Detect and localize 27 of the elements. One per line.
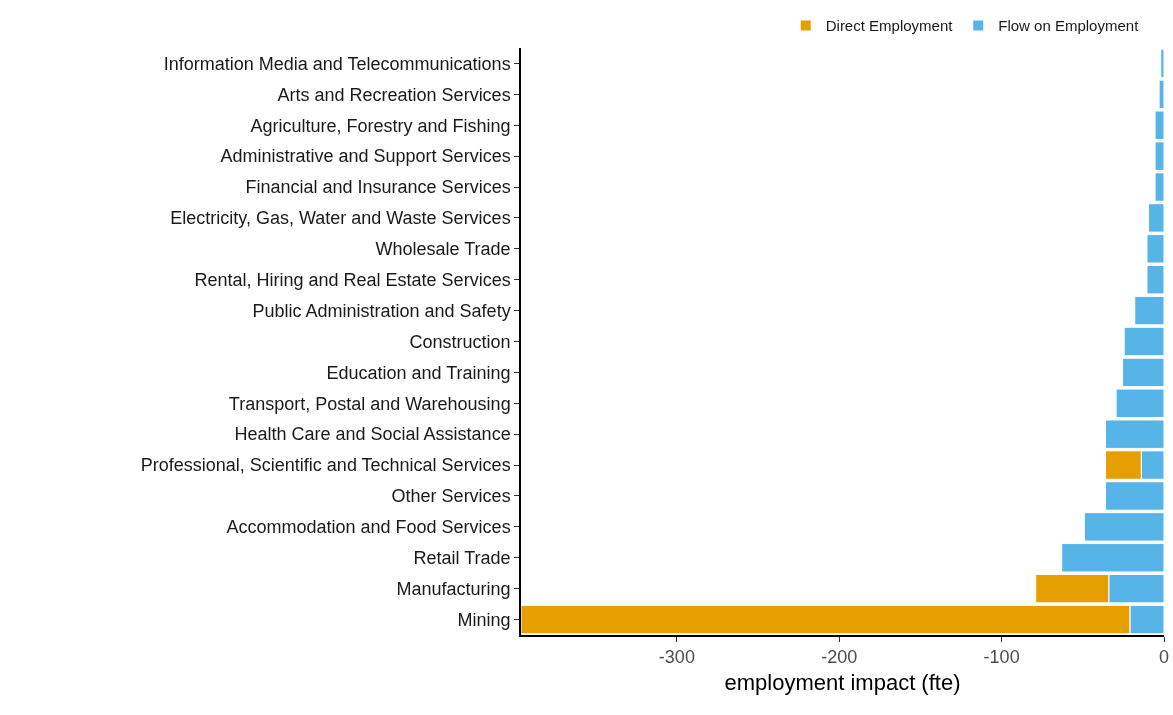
y-tick-label: Health Care and Social Assistance — [234, 424, 511, 445]
y-tick-label: Agriculture, Forestry and Fishing — [250, 115, 511, 136]
y-tick-label: Professional, Scientific and Technical Services — [140, 455, 511, 476]
y-tick-label: Retail Trade — [413, 548, 511, 569]
x-tick-label: -200 — [821, 647, 858, 668]
y-tick-label: Wholesale Trade — [375, 239, 511, 260]
y-tick-label: Information Media and Telecommunications — [163, 53, 511, 74]
y-tick-label: Construction — [409, 331, 511, 352]
y-tick-label: Accommodation and Food Services — [226, 517, 511, 538]
y-tick-label: Other Services — [391, 486, 511, 507]
y-tick-label: Public Administration and Safety — [252, 300, 511, 321]
y-tick-label: Administrative and Support Services — [220, 146, 511, 167]
y-tick-label: Transport, Postal and Warehousing — [228, 393, 511, 414]
y-tick-label: Electricity, Gas, Water and Waste Services — [170, 208, 511, 229]
legend-label: Flow on Employment — [998, 17, 1140, 35]
y-tick-label: Arts and Recreation Services — [277, 84, 511, 105]
bar — [1123, 326, 1164, 357]
x-tick-label: 0 — [1158, 647, 1170, 668]
y-tick-label: Financial and Insurance Services — [245, 177, 511, 198]
x-tick-label: -300 — [658, 647, 695, 668]
y-tick-label: Manufacturing — [396, 578, 511, 599]
x-axis-title: employment impact (fte) — [724, 669, 961, 695]
y-tick-label: Rental, Hiring and Real Estate Services — [194, 270, 511, 291]
x-tick-label: -100 — [983, 647, 1020, 668]
y-tick-label: Education and Training — [326, 362, 511, 383]
y-tick-label: Mining — [457, 609, 511, 630]
legend-label: Direct Employment — [825, 17, 954, 35]
